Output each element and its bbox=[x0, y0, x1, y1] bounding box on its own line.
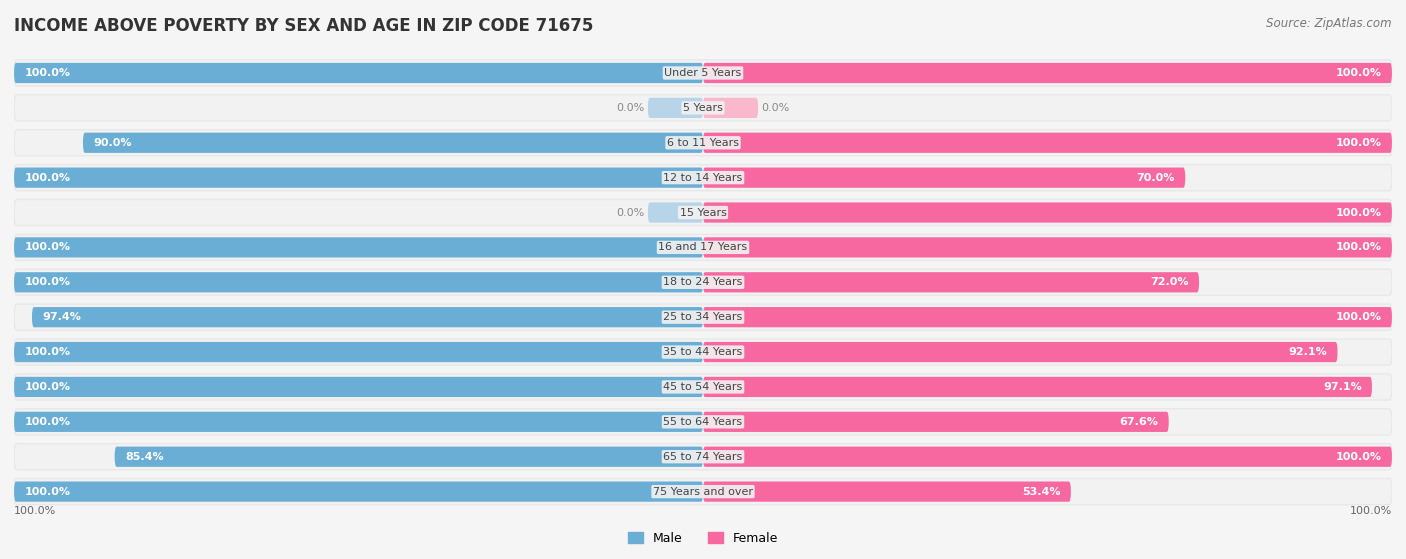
Text: 100.0%: 100.0% bbox=[24, 243, 70, 253]
Text: 100.0%: 100.0% bbox=[1336, 68, 1382, 78]
FancyBboxPatch shape bbox=[703, 132, 1392, 153]
Text: 12 to 14 Years: 12 to 14 Years bbox=[664, 173, 742, 183]
Text: 100.0%: 100.0% bbox=[1336, 312, 1382, 322]
Text: 100.0%: 100.0% bbox=[24, 277, 70, 287]
Text: 5 Years: 5 Years bbox=[683, 103, 723, 113]
Text: 85.4%: 85.4% bbox=[125, 452, 163, 462]
Text: 72.0%: 72.0% bbox=[1150, 277, 1188, 287]
Text: Source: ZipAtlas.com: Source: ZipAtlas.com bbox=[1267, 17, 1392, 30]
FancyBboxPatch shape bbox=[14, 63, 703, 83]
Text: 65 to 74 Years: 65 to 74 Years bbox=[664, 452, 742, 462]
FancyBboxPatch shape bbox=[14, 130, 1392, 156]
Text: 100.0%: 100.0% bbox=[24, 173, 70, 183]
FancyBboxPatch shape bbox=[14, 168, 703, 188]
FancyBboxPatch shape bbox=[14, 272, 703, 292]
FancyBboxPatch shape bbox=[703, 412, 1168, 432]
FancyBboxPatch shape bbox=[14, 95, 1392, 121]
FancyBboxPatch shape bbox=[14, 412, 703, 432]
FancyBboxPatch shape bbox=[14, 409, 1392, 435]
FancyBboxPatch shape bbox=[703, 307, 1392, 328]
Text: 70.0%: 70.0% bbox=[1136, 173, 1175, 183]
Text: 35 to 44 Years: 35 to 44 Years bbox=[664, 347, 742, 357]
Legend: Male, Female: Male, Female bbox=[623, 527, 783, 550]
FancyBboxPatch shape bbox=[14, 342, 703, 362]
FancyBboxPatch shape bbox=[14, 479, 1392, 505]
Text: 100.0%: 100.0% bbox=[1350, 506, 1392, 516]
FancyBboxPatch shape bbox=[14, 374, 1392, 400]
Text: 100.0%: 100.0% bbox=[14, 506, 56, 516]
FancyBboxPatch shape bbox=[14, 269, 1392, 295]
FancyBboxPatch shape bbox=[703, 202, 1392, 222]
FancyBboxPatch shape bbox=[14, 444, 1392, 470]
FancyBboxPatch shape bbox=[14, 377, 703, 397]
Text: 100.0%: 100.0% bbox=[24, 347, 70, 357]
Text: 100.0%: 100.0% bbox=[1336, 243, 1382, 253]
FancyBboxPatch shape bbox=[14, 164, 1392, 191]
Text: 25 to 34 Years: 25 to 34 Years bbox=[664, 312, 742, 322]
Text: 92.1%: 92.1% bbox=[1288, 347, 1327, 357]
Text: 53.4%: 53.4% bbox=[1022, 486, 1060, 496]
Text: 97.1%: 97.1% bbox=[1323, 382, 1361, 392]
FancyBboxPatch shape bbox=[14, 200, 1392, 226]
Text: Under 5 Years: Under 5 Years bbox=[665, 68, 741, 78]
FancyBboxPatch shape bbox=[703, 237, 1392, 258]
FancyBboxPatch shape bbox=[14, 60, 1392, 86]
FancyBboxPatch shape bbox=[14, 237, 703, 258]
FancyBboxPatch shape bbox=[14, 481, 703, 502]
FancyBboxPatch shape bbox=[14, 304, 1392, 330]
Text: 45 to 54 Years: 45 to 54 Years bbox=[664, 382, 742, 392]
Text: 0.0%: 0.0% bbox=[616, 207, 644, 217]
FancyBboxPatch shape bbox=[14, 234, 1392, 260]
Text: 15 Years: 15 Years bbox=[679, 207, 727, 217]
Text: 100.0%: 100.0% bbox=[24, 68, 70, 78]
Text: 90.0%: 90.0% bbox=[93, 138, 132, 148]
FancyBboxPatch shape bbox=[32, 307, 703, 328]
FancyBboxPatch shape bbox=[703, 481, 1071, 502]
Text: 100.0%: 100.0% bbox=[24, 486, 70, 496]
FancyBboxPatch shape bbox=[703, 342, 1337, 362]
Text: INCOME ABOVE POVERTY BY SEX AND AGE IN ZIP CODE 71675: INCOME ABOVE POVERTY BY SEX AND AGE IN Z… bbox=[14, 17, 593, 35]
Text: 0.0%: 0.0% bbox=[762, 103, 790, 113]
FancyBboxPatch shape bbox=[14, 339, 1392, 365]
FancyBboxPatch shape bbox=[703, 447, 1392, 467]
FancyBboxPatch shape bbox=[703, 168, 1185, 188]
Text: 97.4%: 97.4% bbox=[42, 312, 82, 322]
FancyBboxPatch shape bbox=[703, 377, 1372, 397]
Text: 18 to 24 Years: 18 to 24 Years bbox=[664, 277, 742, 287]
Text: 100.0%: 100.0% bbox=[1336, 138, 1382, 148]
FancyBboxPatch shape bbox=[703, 63, 1392, 83]
FancyBboxPatch shape bbox=[83, 132, 703, 153]
Text: 75 Years and over: 75 Years and over bbox=[652, 486, 754, 496]
Text: 100.0%: 100.0% bbox=[24, 417, 70, 427]
Text: 6 to 11 Years: 6 to 11 Years bbox=[666, 138, 740, 148]
Text: 55 to 64 Years: 55 to 64 Years bbox=[664, 417, 742, 427]
FancyBboxPatch shape bbox=[115, 447, 703, 467]
FancyBboxPatch shape bbox=[703, 98, 758, 118]
FancyBboxPatch shape bbox=[703, 272, 1199, 292]
Text: 0.0%: 0.0% bbox=[616, 103, 644, 113]
Text: 67.6%: 67.6% bbox=[1119, 417, 1159, 427]
Text: 100.0%: 100.0% bbox=[1336, 452, 1382, 462]
Text: 100.0%: 100.0% bbox=[24, 382, 70, 392]
Text: 100.0%: 100.0% bbox=[1336, 207, 1382, 217]
FancyBboxPatch shape bbox=[648, 98, 703, 118]
Text: 16 and 17 Years: 16 and 17 Years bbox=[658, 243, 748, 253]
FancyBboxPatch shape bbox=[648, 202, 703, 222]
